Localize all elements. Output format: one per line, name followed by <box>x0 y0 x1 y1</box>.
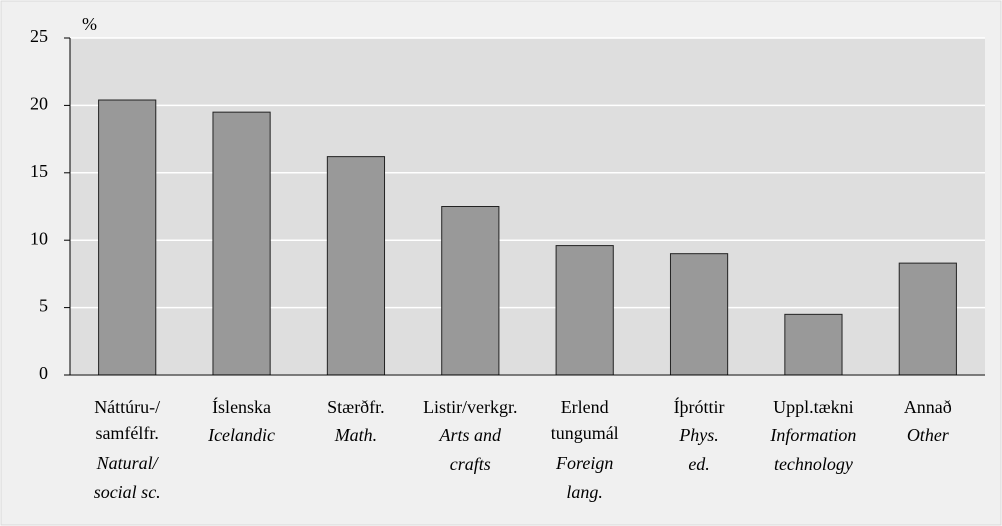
bar <box>98 99 157 376</box>
x-tick-label-english: Math. <box>334 425 378 445</box>
x-tick-label: Erlend <box>561 397 609 417</box>
x-tick-label-english: lang. <box>566 482 603 502</box>
bar <box>441 206 500 376</box>
x-tick-label: Íþróttir <box>674 396 725 417</box>
bar <box>326 156 386 376</box>
x-tick-label: samfélfr. <box>95 423 158 443</box>
y-tick-label: 0 <box>39 363 48 383</box>
x-tick-label-english: Icelandic <box>207 425 275 445</box>
x-tick-label: Stærðfr. <box>327 397 385 417</box>
x-tick-label-english: Natural/ <box>96 453 160 473</box>
x-tick-label: Íslenska <box>212 396 271 417</box>
y-unit: % <box>82 14 97 34</box>
x-tick-label-english: ed. <box>688 454 710 474</box>
x-tick-label-english: Information <box>769 425 856 445</box>
x-tick-label: Uppl.tækni <box>773 397 854 417</box>
x-tick-label-english: Phys. <box>678 425 719 445</box>
y-tick-label: 5 <box>39 296 48 316</box>
bar <box>669 253 729 376</box>
y-tick-label: 20 <box>30 94 48 114</box>
y-tick-label: 25 <box>30 26 48 46</box>
x-tick-label-english: technology <box>774 454 853 474</box>
plot-area <box>70 38 985 375</box>
x-tick-label-english: Foreign <box>555 453 613 473</box>
x-tick-label-english: Other <box>907 425 950 445</box>
bar <box>555 245 614 376</box>
x-tick-label: tungumál <box>551 423 619 443</box>
bar <box>784 313 843 376</box>
bar <box>898 262 957 376</box>
y-tick-label: 15 <box>30 161 48 181</box>
x-tick-label-english: social sc. <box>94 482 161 502</box>
x-tick-label: Listir/verkgr. <box>423 397 517 417</box>
bar <box>212 111 271 376</box>
y-tick-label: 10 <box>30 228 48 248</box>
x-tick-label-english: Arts and <box>439 425 503 445</box>
x-tick-label: Náttúru-/ <box>94 397 160 417</box>
x-tick-label: Annað <box>904 397 952 417</box>
x-tick-label-english: crafts <box>450 454 491 474</box>
